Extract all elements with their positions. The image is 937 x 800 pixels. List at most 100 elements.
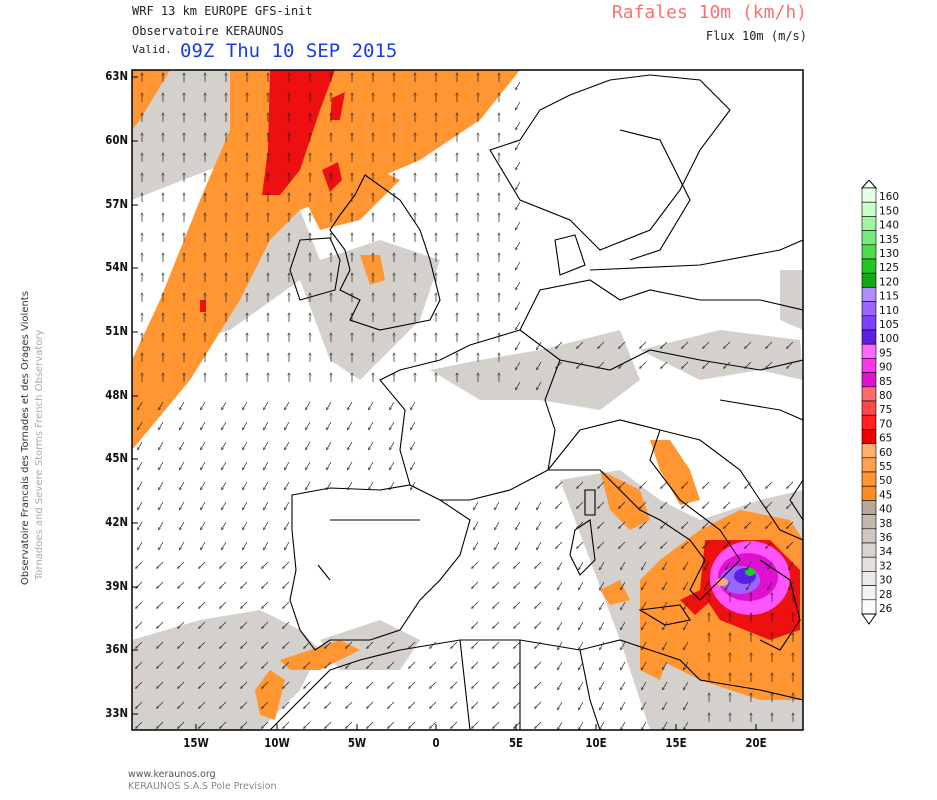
wind-arrow [369,401,374,410]
wind-arrow [409,661,416,668]
wind-arrow [661,361,668,368]
lat-label-54N: 54N [105,260,128,274]
wind-arrow [178,701,185,708]
wind-arrow [285,521,290,530]
wind-arrow [516,341,521,350]
wind-arrow [493,721,500,728]
wind-arrow [577,521,584,528]
wind-arrow [766,541,773,548]
legend-swatch [861,528,877,544]
wind-arrow [159,441,164,450]
wind-arrow [180,421,185,430]
wind-arrow [243,501,248,510]
wind-arrow [243,421,248,430]
wind-arrow [472,621,479,628]
wind-arrow [136,721,143,728]
wind-arrow [157,581,164,588]
wind-arrow [747,561,752,570]
wind-arrow [199,641,206,648]
wind-arrow [325,721,332,728]
lat-label-60N: 60N [105,133,128,147]
wind-arrow [556,341,563,348]
wind-arrow [703,481,710,488]
wind-arrow [493,621,500,628]
wind-arrow [516,121,521,130]
legend-label-36: 36 [879,532,893,544]
legend-swatch [861,414,877,430]
wind-arrow [472,701,479,708]
wind-arrow [304,641,311,648]
legend-label-130: 130 [879,248,899,260]
wind-arrow [283,641,290,648]
vector-title: Flux 10m (m/s) [705,29,807,43]
wind-arrow [703,361,710,368]
wind-arrow [537,541,542,550]
legend-bottom-arrow [861,613,877,625]
wind-arrow [390,481,395,490]
wind-arrow [663,641,668,650]
wind-arrow [514,681,521,688]
wind-arrow [661,541,668,548]
wind-arrow [663,601,668,610]
wind-arrow [537,361,542,370]
wind-arrow [241,701,248,708]
wind-arrow [159,461,164,470]
map-frame [131,69,804,731]
wind-arrow [558,681,563,690]
wind-arrow [264,441,269,450]
wind-arrow [684,701,689,710]
wind-arrow [516,281,521,290]
footer-url: www.keraunos.org [128,769,216,780]
wind-arrow [787,361,794,368]
wind-arrow [703,521,710,528]
legend-swatch [861,599,877,615]
wind-arrow [514,641,521,648]
wind-arrow [724,541,731,548]
wind-arrow [640,481,647,488]
wind-arrow [327,401,332,410]
wind-arrow [514,561,521,568]
wind-arrow [598,521,605,528]
wind-arrow [283,661,290,668]
wind-arrow [577,481,584,488]
wind-arrow [787,521,794,528]
wind-arrow [451,721,458,728]
wind-arrow [201,421,206,430]
wind-arrow [726,581,731,590]
legend-label-75: 75 [879,404,892,416]
wind-arrow [577,501,584,508]
wind-arrow [201,541,206,550]
legend-swatch [861,329,877,345]
wind-arrow [159,521,164,530]
wind-arrow [556,501,563,508]
wind-arrow [642,721,647,730]
wind-arrow [346,701,353,708]
wind-arrow [514,621,521,628]
wind-arrow [180,401,185,410]
wind-arrow [663,621,668,630]
wind-arrow [201,521,206,530]
wind-arrow [159,421,164,430]
wind-arrow [304,681,311,688]
wind-arrow [220,721,227,728]
wind-arrow [661,481,668,488]
wind-arrow [600,601,605,610]
wind-arrow [390,421,395,430]
wind-arrow [451,701,458,708]
wind-arrow [661,501,668,508]
wind-arrow [220,661,227,668]
legend-top-arrow [860,180,878,189]
wind-arrow [180,461,185,470]
wind-arrow [495,541,500,550]
wind-arrow [304,661,311,668]
legend-label-65: 65 [879,433,892,445]
wind-arrow [642,601,647,610]
wind-arrow [619,501,626,508]
wind-arrow [558,721,563,730]
wind-arrow [642,561,647,570]
wind-arrow [451,661,458,668]
wind-arrow [684,621,689,630]
wind-arrow [348,401,353,410]
wind-arrow [600,561,605,570]
wind-arrow [640,521,647,528]
